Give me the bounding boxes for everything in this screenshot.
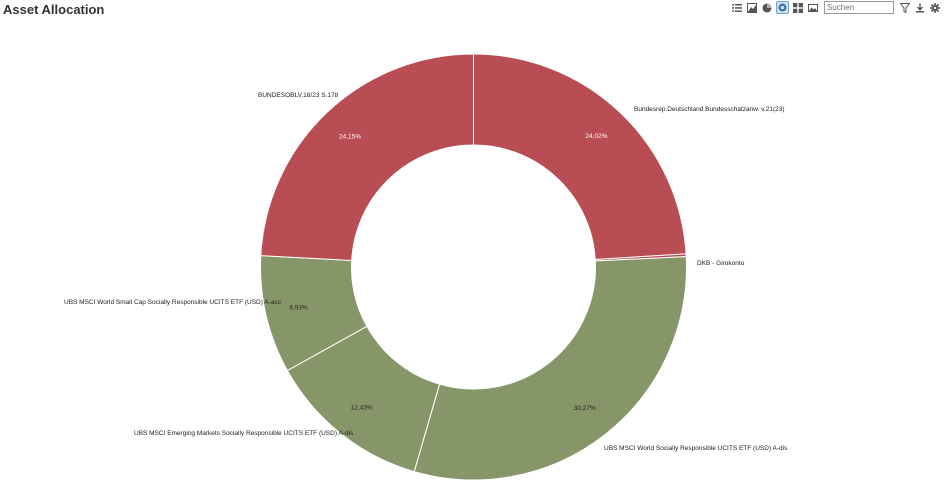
donut-chart-icon[interactable] [776, 1, 789, 14]
slice-percent-label: 24,15% [339, 134, 361, 141]
search-input[interactable] [824, 1, 894, 14]
donut-slice[interactable] [413, 256, 687, 481]
download-icon[interactable] [914, 2, 926, 14]
grid-icon[interactable] [792, 2, 804, 14]
list-icon[interactable] [731, 2, 743, 14]
slice-name-label: UBS MSCI World Small Cap Socially Respon… [64, 299, 282, 306]
slice-percent-label: 24,02% [585, 133, 607, 140]
slice-percent-label: 30,27% [574, 405, 596, 412]
filter-icon[interactable] [899, 2, 911, 14]
slice-percent-label: 12,43% [351, 404, 373, 411]
slice-percent-label: 8,93% [289, 304, 308, 311]
area-chart-icon[interactable] [746, 2, 758, 14]
donut-slice[interactable] [260, 53, 474, 262]
page-title: Asset Allocation [3, 2, 105, 17]
pie-chart-icon[interactable] [761, 2, 773, 14]
slice-name-label: Bundesrep.Deutschland Bundesschatzanw. v… [634, 106, 785, 113]
settings-icon[interactable] [929, 2, 941, 14]
donut-slice[interactable] [473, 53, 687, 261]
slice-name-label: UBS MSCI World Socially Responsible UCIT… [604, 445, 788, 452]
slice-name-label: BUNDESOBLV.18/23 S.178 [258, 92, 339, 99]
slice-name-label: DKB - Girokonto [697, 260, 745, 267]
landscape-icon[interactable] [807, 2, 819, 14]
slice-name-label: UBS MSCI Emerging Markets Socially Respo… [134, 430, 354, 437]
toolbar [731, 1, 941, 14]
